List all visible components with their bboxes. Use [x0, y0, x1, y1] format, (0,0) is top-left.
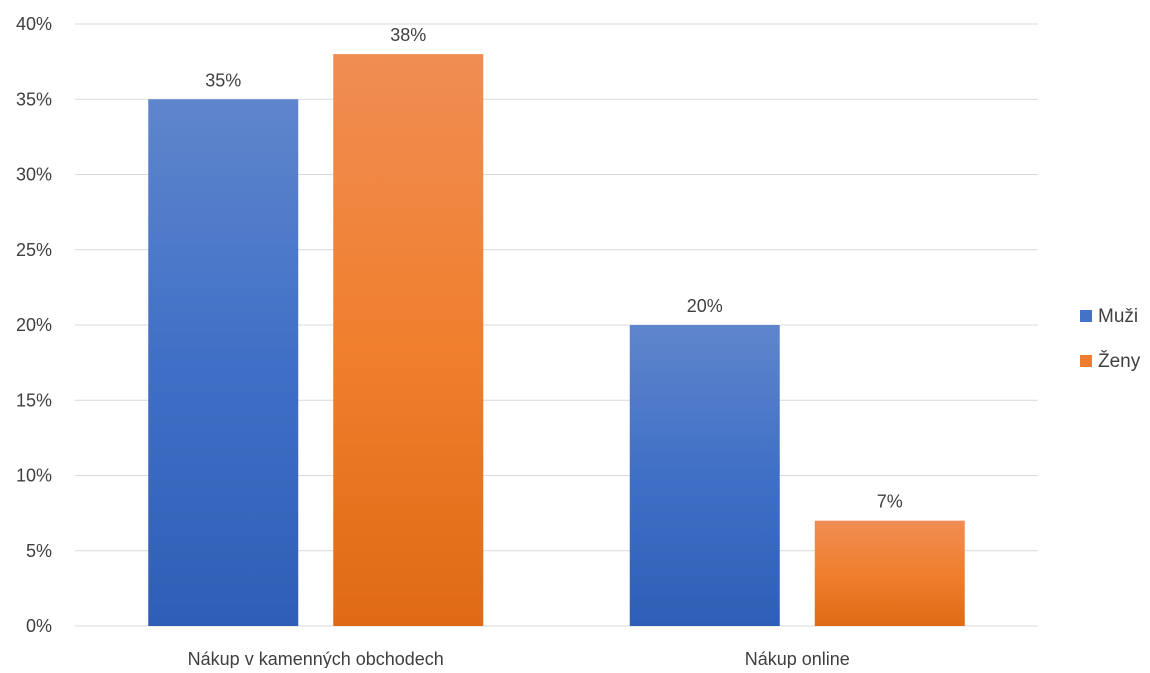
bar-zeny-1 [814, 520, 965, 626]
y-tick-label: 30% [16, 165, 52, 185]
y-tick-label: 10% [16, 466, 52, 486]
y-tick-label: 40% [16, 14, 52, 34]
x-category-label: Nákup v kamenných obchodech [188, 649, 444, 668]
legend: Muži Ženy [1080, 306, 1141, 372]
y-tick-label: 35% [16, 89, 52, 109]
x-axis: Nákup v kamenných obchodech Nákup online [188, 649, 850, 669]
x-category-label: Nákup online [745, 649, 850, 668]
bar-muzi-0 [148, 99, 299, 626]
y-tick-label: 0% [26, 616, 52, 636]
data-label: 20% [687, 296, 723, 316]
legend-swatch [1080, 310, 1092, 322]
legend-swatch [1080, 355, 1092, 367]
bar-zeny-0 [333, 54, 484, 627]
y-tick-label: 15% [16, 390, 52, 410]
y-axis: 0% 5% 10% 15% 20% 25% 30% 35% 40% [16, 14, 52, 636]
data-label: 35% [205, 70, 241, 90]
data-label: 7% [877, 492, 903, 512]
bar-muzi-1 [629, 325, 780, 626]
y-tick-label: 5% [26, 541, 52, 561]
bars [148, 54, 965, 627]
legend-label: Muži [1098, 306, 1138, 327]
data-labels: 35% 38% 20% 7% [205, 25, 903, 512]
y-tick-label: 25% [16, 240, 52, 260]
legend-label: Ženy [1098, 350, 1141, 372]
data-label: 38% [390, 25, 426, 45]
y-tick-label: 20% [16, 315, 52, 335]
